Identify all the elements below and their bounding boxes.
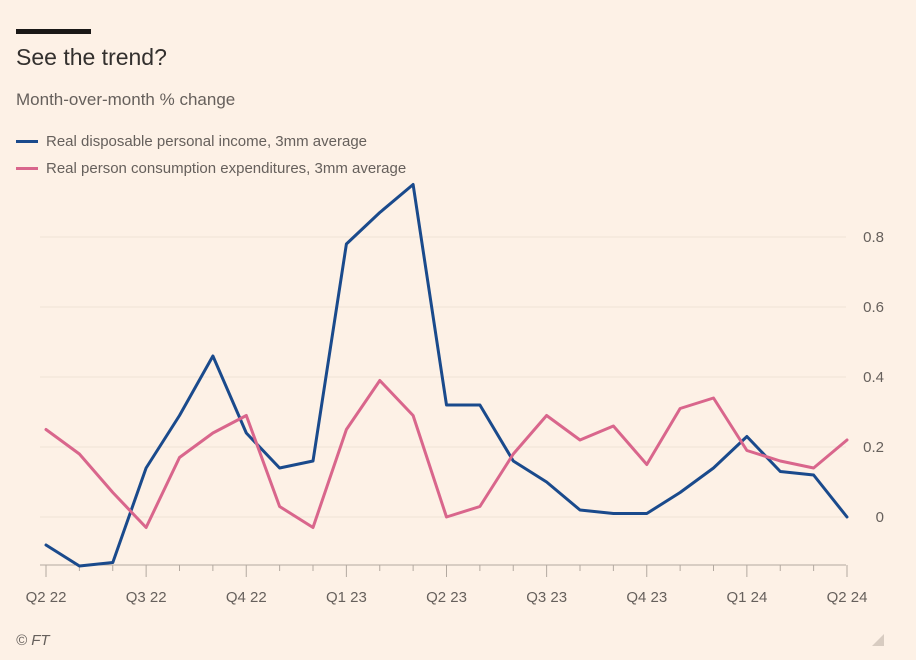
x-tick-label: Q4 23 [626,589,667,606]
y-tick-label: 0.4 [863,369,884,386]
x-tick-label: Q2 23 [426,589,467,606]
source-credit: © FT [16,632,50,649]
y-tick-label: 0.6 [863,299,884,316]
series-line-income [44,183,849,568]
header-rule [16,29,91,34]
legend-swatch-income [16,140,38,143]
x-tick-label: Q2 24 [827,589,868,606]
legend-item-income: Real disposable personal income, 3mm ave… [16,128,406,155]
legend-label-consumption: Real person consumption expenditures, 3m… [46,160,407,177]
legend-item-consumption: Real person consumption expenditures, 3m… [16,155,406,182]
legend-label-income: Real disposable personal income, 3mm ave… [46,133,368,150]
chart-subtitle: Month-over-month % change [16,90,236,109]
series-line-consumption [44,379,849,529]
x-tick-label: Q4 22 [226,589,267,606]
x-tick-label: Q1 24 [726,589,767,606]
legend: Real disposable personal income, 3mm ave… [16,128,406,182]
legend-swatch-consumption [16,167,38,170]
x-tick-label: Q3 22 [126,589,167,606]
y-tick-label: 0.2 [863,439,884,456]
x-tick-label: Q3 23 [526,589,567,606]
resize-corner-icon [872,634,884,646]
x-tick-label: Q2 22 [26,589,67,606]
x-tick-label: Q1 23 [326,589,367,606]
y-tick-label: 0 [876,509,884,526]
y-tick-label: 0.8 [863,229,884,246]
chart-title: See the trend? [16,44,167,70]
